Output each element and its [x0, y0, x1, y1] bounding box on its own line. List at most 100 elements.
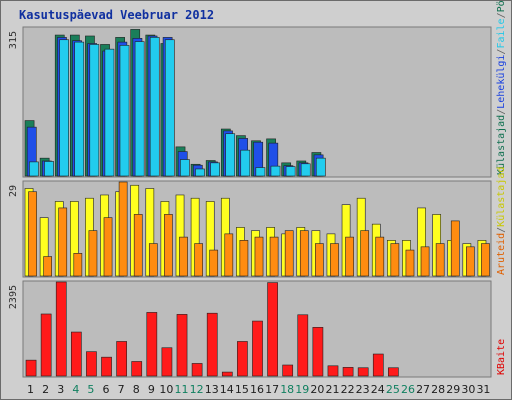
legend-top: Külastajad/Lehekülgi/Faile/Pöördumisi — [496, 1, 507, 175]
bar-top-faile-day-12 — [195, 168, 205, 177]
day-label-25: 25 — [386, 383, 400, 396]
bar-top-faile-day-2 — [44, 161, 54, 177]
bar-middle-aruteid-day-15 — [239, 240, 249, 277]
day-label-26: 26 — [401, 383, 415, 396]
bar-middle-aruteid-day-22 — [345, 236, 354, 277]
bar-middle-aruteid-day-2 — [43, 256, 52, 277]
bar-top-faile-day-15 — [240, 149, 251, 177]
bar-middle-aruteid-day-17 — [269, 236, 279, 277]
day-label-4: 4 — [72, 383, 79, 396]
bar-top-faile-day-19 — [300, 163, 311, 177]
bar-top-faile-day-4 — [74, 41, 85, 177]
legend-top-item-4: Faile — [496, 18, 507, 48]
bar-bottom-kbaite-day-6 — [101, 356, 112, 377]
bar-bottom-kbaite-day-12 — [191, 363, 203, 377]
bar-top-faile-day-17 — [270, 165, 281, 177]
legend-middle: Aruteid/Külastajad — [496, 167, 507, 275]
bar-middle-aruteid-day-19 — [299, 230, 309, 277]
bar-top-faile-day-16 — [255, 167, 266, 177]
bar-middle-aruteid-day-16 — [254, 236, 264, 277]
bar-bottom-kbaite-day-22 — [342, 367, 354, 377]
bar-bottom-kbaite-day-4 — [70, 331, 82, 377]
bar-bottom-kbaite-day-25 — [388, 367, 399, 377]
day-label-9: 9 — [148, 383, 155, 396]
bar-bottom-kbaite-day-1 — [25, 359, 37, 377]
legend-top-item-0: Külastajad — [496, 115, 507, 175]
day-label-13: 13 — [205, 383, 219, 396]
bar-bottom-kbaite-day-10 — [161, 347, 173, 377]
max-label-bottom: 2395 — [8, 285, 19, 309]
bar-middle-aruteid-day-10 — [164, 214, 173, 277]
bar-middle-aruteid-day-5 — [88, 230, 98, 277]
bar-bottom-kbaite-day-24 — [372, 353, 384, 377]
bar-bottom-kbaite-day-21 — [327, 365, 339, 377]
day-label-17: 17 — [265, 383, 279, 396]
bar-bottom-kbaite-day-14 — [221, 371, 233, 377]
day-label-31: 31 — [476, 383, 490, 396]
day-label-15: 15 — [235, 383, 249, 396]
bar-bottom-kbaite-day-13 — [206, 312, 218, 377]
bar-middle-aruteid-day-29 — [450, 220, 460, 277]
bar-top-faile-day-1 — [29, 161, 39, 177]
day-label-19: 19 — [295, 383, 309, 396]
bar-middle-aruteid-day-4 — [73, 253, 83, 277]
bar-middle-aruteid-day-27 — [420, 246, 430, 277]
day-label-29: 29 — [446, 383, 460, 396]
bar-middle-aruteid-day-7 — [118, 181, 128, 277]
bar-bottom-kbaite-day-11 — [176, 314, 188, 377]
day-label-10: 10 — [159, 383, 173, 396]
day-label-23: 23 — [356, 383, 370, 396]
bar-top-faile-day-3 — [59, 39, 69, 177]
bar-middle-aruteid-day-1 — [28, 191, 37, 277]
bar-top-faile-day-14 — [225, 133, 236, 177]
legend-bottom: KBaite — [496, 339, 507, 375]
bar-bottom-kbaite-day-20 — [312, 327, 324, 377]
bar-middle-aruteid-day-11 — [179, 236, 188, 277]
bar-middle-aruteid-day-24 — [375, 236, 385, 277]
day-label-28: 28 — [431, 383, 445, 396]
bar-bottom-kbaite-day-18 — [282, 364, 294, 377]
bar-middle-aruteid-day-14 — [224, 233, 234, 277]
bar-middle-aruteid-day-20 — [315, 243, 324, 277]
day-label-14: 14 — [220, 383, 234, 396]
legend-top-item-5: / — [496, 12, 507, 18]
day-label-22: 22 — [341, 383, 355, 396]
bar-middle-aruteid-day-28 — [435, 243, 445, 277]
day-label-12: 12 — [190, 383, 204, 396]
bar-middle-aruteid-day-9 — [148, 243, 158, 277]
day-label-24: 24 — [371, 383, 385, 396]
bar-top-faile-day-13 — [210, 162, 220, 177]
bar-middle-aruteid-day-21 — [330, 243, 339, 277]
legend-middle-item-1: / — [496, 227, 507, 233]
bar-bottom-kbaite-day-8 — [131, 361, 143, 377]
day-label-3: 3 — [57, 383, 64, 396]
chart-title: Kasutuspäevad Veebruar 2012 — [19, 8, 215, 22]
max-label-middle: 29 — [8, 185, 19, 197]
bar-bottom-kbaite-day-3 — [55, 281, 67, 377]
bar-bottom-kbaite-day-19 — [297, 314, 309, 377]
bar-top-faile-day-5 — [89, 44, 100, 177]
bar-middle-aruteid-day-31 — [481, 243, 490, 277]
day-label-18: 18 — [280, 383, 294, 396]
legend-top-item-3: / — [496, 49, 507, 55]
bar-middle-aruteid-day-25 — [390, 243, 400, 277]
day-label-5: 5 — [87, 383, 94, 396]
bar-bottom-kbaite-day-9 — [146, 312, 158, 377]
day-label-16: 16 — [250, 383, 264, 396]
bar-middle-aruteid-day-18 — [284, 230, 294, 277]
bar-top-faile-day-6 — [104, 48, 115, 177]
day-label-11: 11 — [175, 383, 189, 396]
day-label-30: 30 — [461, 383, 475, 396]
legend-top-item-6: Pöördumisi — [496, 1, 507, 12]
bar-top-faile-day-10 — [164, 39, 175, 177]
bar-top-faile-day-11 — [180, 159, 190, 177]
bar-middle-aruteid-day-26 — [405, 249, 415, 277]
day-label-27: 27 — [416, 383, 430, 396]
bar-bottom-kbaite-day-17 — [267, 282, 278, 377]
bar-middle-aruteid-day-3 — [58, 207, 68, 277]
legend-bottom-item-0: KBaite — [496, 339, 507, 375]
legend-top-item-1: / — [496, 109, 507, 115]
day-label-7: 7 — [118, 383, 125, 396]
